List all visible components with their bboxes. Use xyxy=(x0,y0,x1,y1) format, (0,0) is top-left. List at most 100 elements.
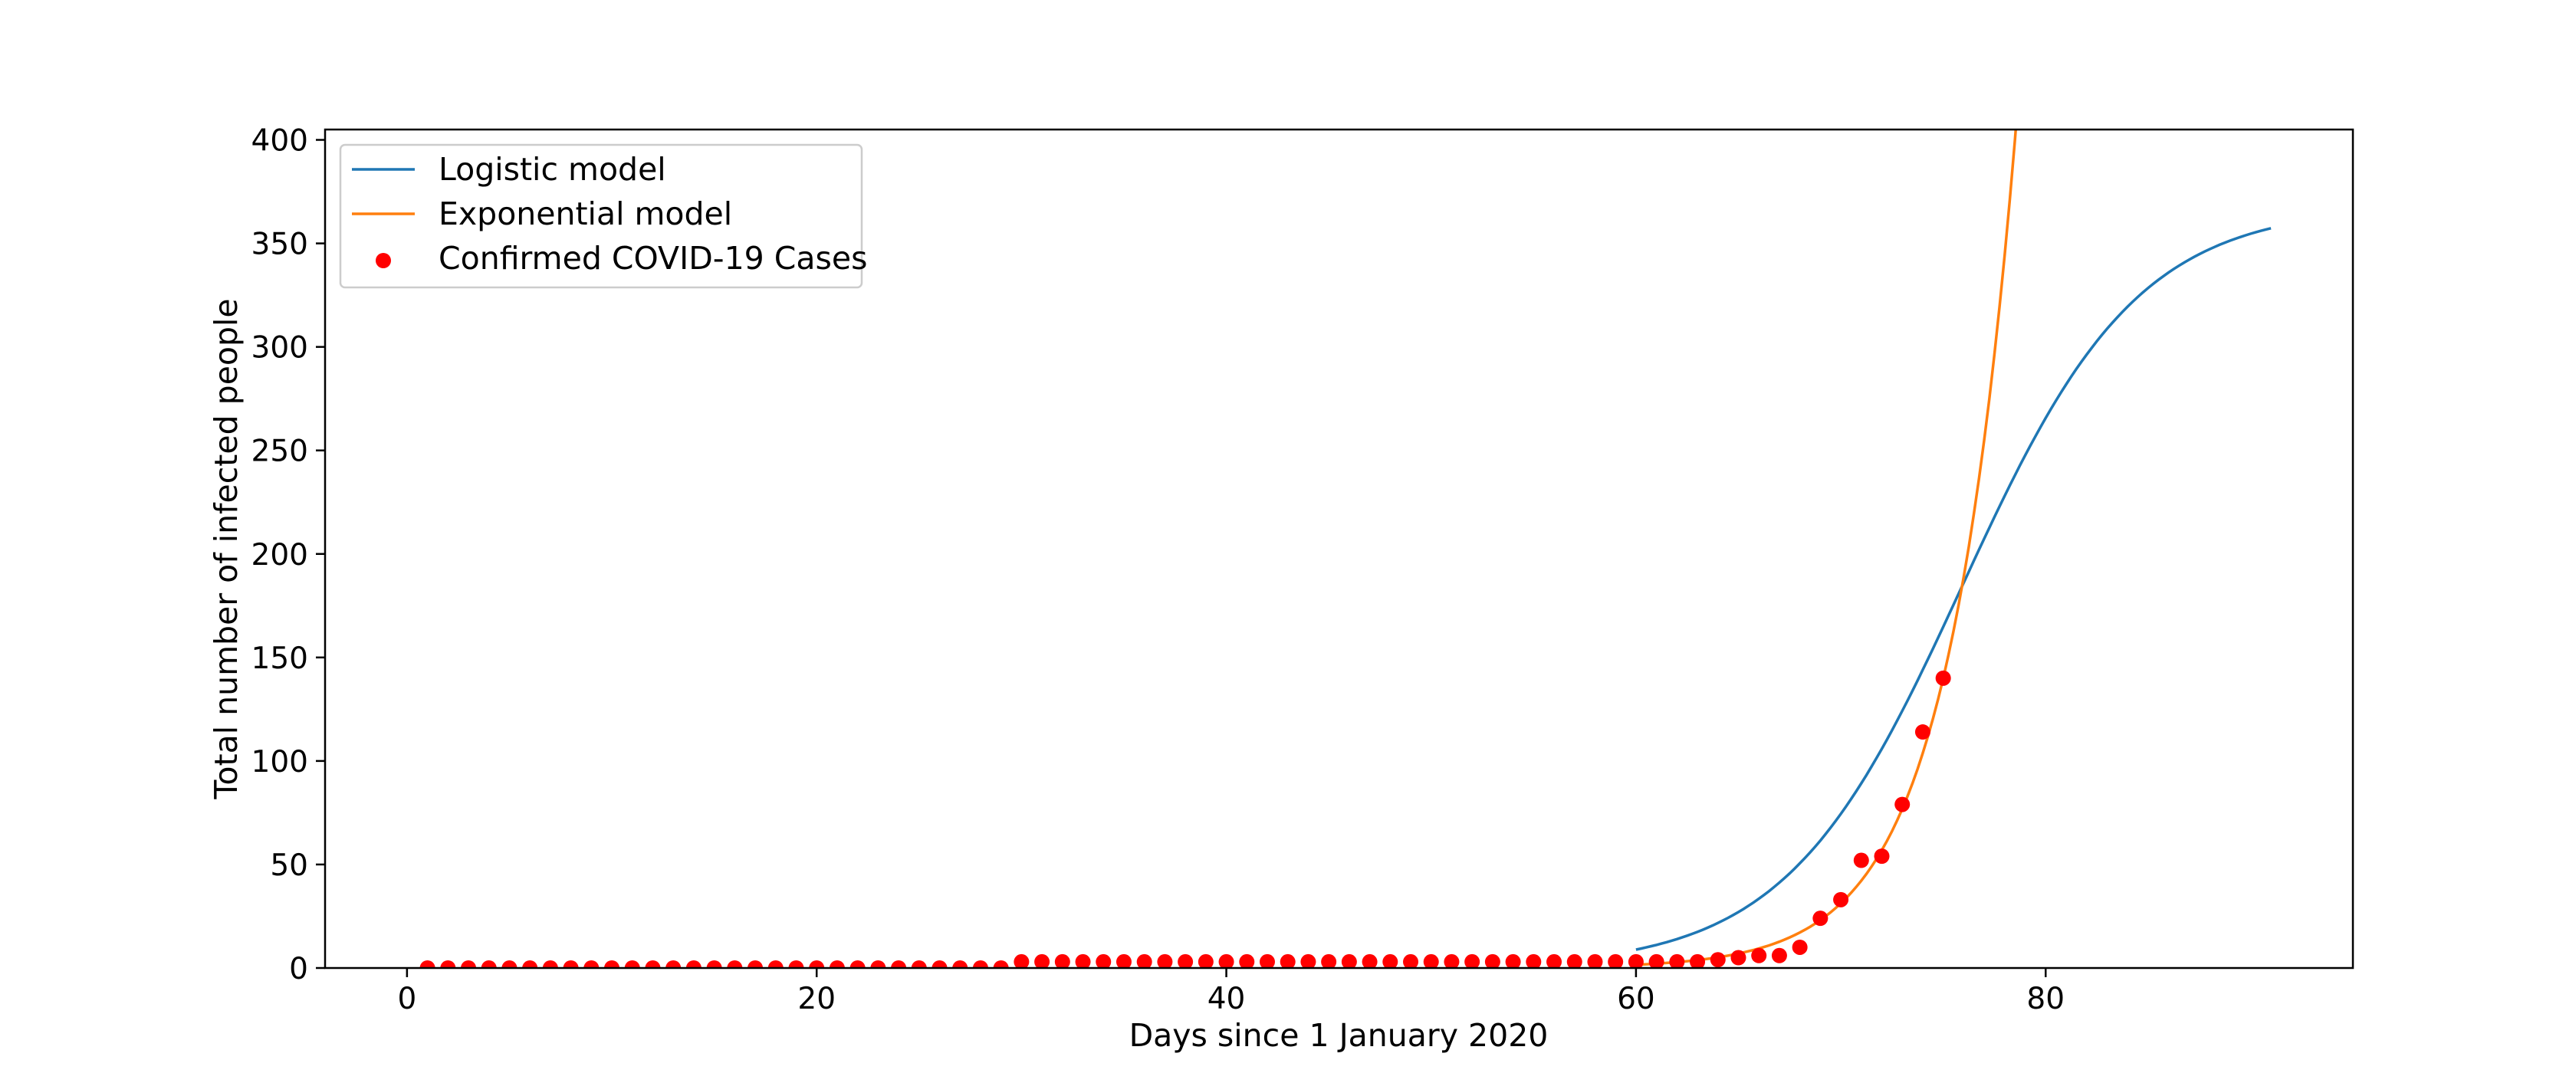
data-point xyxy=(1648,953,1664,968)
data-point xyxy=(748,960,764,968)
data-point xyxy=(1259,953,1275,968)
data-point xyxy=(706,960,722,968)
data-point xyxy=(501,960,518,968)
plot-frame xyxy=(324,128,2354,970)
data-point xyxy=(1526,953,1542,968)
data-point xyxy=(1444,953,1460,968)
data-point xyxy=(1341,953,1357,968)
data-point xyxy=(1382,953,1398,968)
data-point xyxy=(1054,953,1070,968)
data-point xyxy=(1075,953,1091,968)
data-point xyxy=(1874,848,1890,865)
x-tick-label: 20 xyxy=(797,982,836,1016)
data-point xyxy=(1812,911,1829,927)
data-point xyxy=(1853,852,1869,868)
data-point xyxy=(563,960,579,968)
data-point xyxy=(1566,953,1582,968)
data-point xyxy=(972,960,988,968)
data-point xyxy=(604,960,620,968)
y-tick-label: 400 xyxy=(251,124,308,159)
x-tick-label: 0 xyxy=(397,982,416,1016)
y-tick-label: 150 xyxy=(251,642,308,676)
data-point xyxy=(461,960,477,968)
data-point xyxy=(1546,953,1562,968)
data-point xyxy=(1935,670,1951,686)
data-point xyxy=(1628,953,1644,968)
data-point xyxy=(1894,796,1911,812)
y-tick-label: 300 xyxy=(251,331,308,366)
data-point xyxy=(1280,953,1296,968)
data-point xyxy=(1157,953,1173,968)
data-point xyxy=(829,960,845,968)
y-tick-label: 0 xyxy=(289,952,308,986)
y-tick-label: 50 xyxy=(270,848,308,883)
data-point xyxy=(1833,891,1849,907)
legend-label: Confirmed COVID-19 Cases xyxy=(439,240,867,277)
x-axis-label: Days since 1 January 2020 xyxy=(1129,1017,1549,1054)
data-point xyxy=(1321,953,1337,968)
series-line-logistic xyxy=(1635,227,2272,951)
data-point xyxy=(932,960,948,968)
data-point xyxy=(1403,953,1419,968)
data-point xyxy=(1587,953,1603,968)
legend: Logistic model Exponential model Confirmed… xyxy=(339,143,867,289)
data-point xyxy=(1096,953,1112,968)
data-point xyxy=(685,960,702,968)
data-point xyxy=(665,960,682,968)
legend-swatch xyxy=(376,253,391,268)
x-tick-label: 80 xyxy=(2026,982,2065,1016)
data-point xyxy=(1484,953,1500,968)
data-point xyxy=(891,960,907,968)
data-point xyxy=(481,960,497,968)
data-point xyxy=(419,960,435,968)
data-point xyxy=(542,960,558,968)
data-point xyxy=(1136,953,1152,968)
y-axis-label: Total number of infected people xyxy=(208,298,245,799)
data-point xyxy=(1116,953,1132,968)
data-point xyxy=(583,960,600,968)
data-point xyxy=(911,960,927,968)
legend-label: Logistic model xyxy=(439,151,666,188)
data-point xyxy=(1300,953,1316,968)
data-point xyxy=(624,960,640,968)
data-point xyxy=(1914,724,1930,740)
data-point xyxy=(1362,953,1378,968)
data-point xyxy=(993,960,1009,968)
data-point xyxy=(1239,953,1255,968)
data-point xyxy=(1771,947,1787,963)
data-point xyxy=(1690,953,1706,968)
data-point xyxy=(809,960,825,968)
y-tick-label: 350 xyxy=(251,228,308,262)
legend-box xyxy=(339,143,863,289)
data-point xyxy=(1792,939,1808,955)
data-point xyxy=(870,960,886,968)
data-point xyxy=(767,960,784,968)
data-point xyxy=(727,960,743,968)
data-point xyxy=(1710,952,1726,968)
x-tick-label: 60 xyxy=(1617,982,1655,1016)
data-point xyxy=(1464,953,1480,968)
axis-ticks: 0 20 40 60 80 0 50 100 150 200 250 300 350 400 xyxy=(251,124,2065,1016)
data-point xyxy=(952,960,968,968)
data-point xyxy=(1730,950,1746,966)
x-tick-label: 40 xyxy=(1208,982,1246,1016)
data-point xyxy=(1608,953,1624,968)
y-tick-label: 250 xyxy=(251,435,308,469)
data-point xyxy=(1014,953,1030,968)
data-point xyxy=(645,960,661,968)
data-point xyxy=(1751,947,1767,963)
y-tick-label: 200 xyxy=(251,538,308,573)
data-point xyxy=(440,960,456,968)
data-point xyxy=(1198,953,1214,968)
data-point xyxy=(522,960,538,968)
data-point xyxy=(1178,953,1194,968)
data-point xyxy=(1034,953,1050,968)
data-point xyxy=(849,960,866,968)
legend-label: Exponential model xyxy=(439,195,732,232)
data-point xyxy=(788,960,804,968)
data-point xyxy=(1505,953,1521,968)
data-point xyxy=(1669,953,1685,968)
data-point xyxy=(1218,953,1234,968)
y-tick-label: 100 xyxy=(251,745,308,779)
